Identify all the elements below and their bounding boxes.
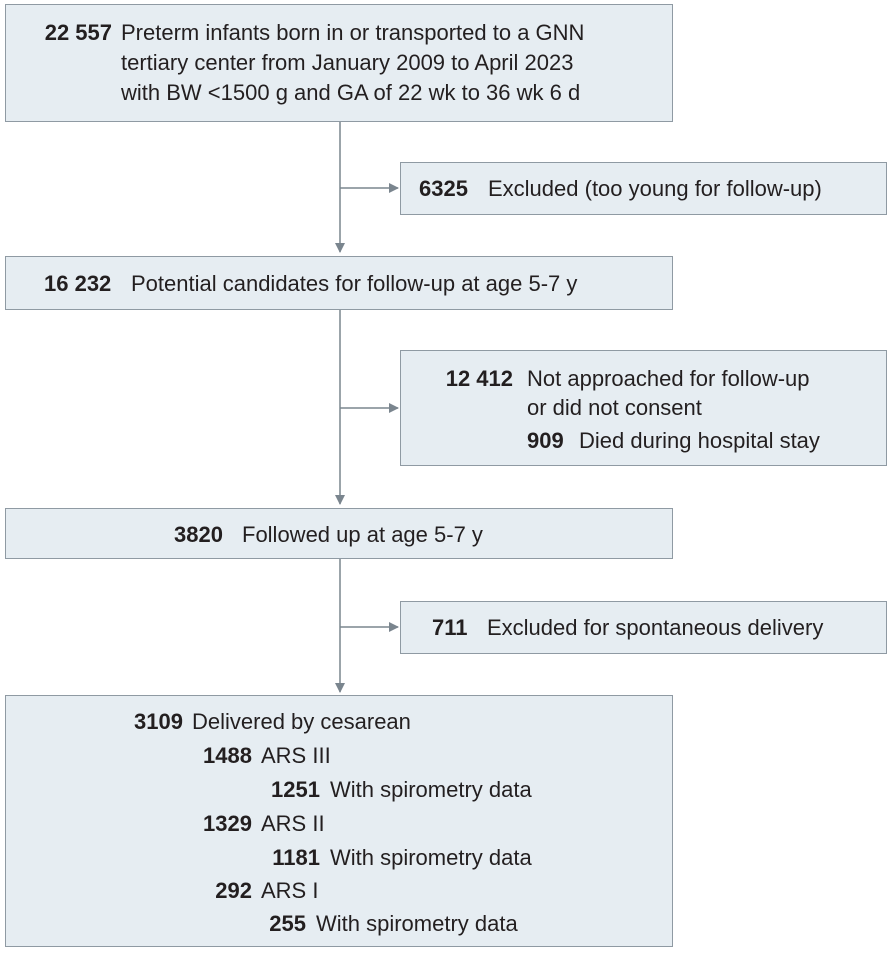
ars-i-spiro-label: With spirometry data bbox=[316, 911, 518, 936]
excluded-young-text: Excluded (too young for follow-up) bbox=[488, 176, 822, 201]
died-text: Died during hospital stay bbox=[579, 428, 820, 453]
ars-iii-spiro-count: 1251 bbox=[271, 777, 320, 802]
cohort-box: 22 557 Preterm infants born in or transp… bbox=[5, 4, 673, 122]
excluded-spontaneous-text: Excluded for spontaneous delivery bbox=[487, 615, 824, 640]
ars-iii-spiro-label: With spirometry data bbox=[330, 777, 532, 802]
ars-ii-count: 1329 bbox=[203, 811, 252, 836]
ars-iii-count: 1488 bbox=[203, 743, 252, 768]
ars-i-count: 292 bbox=[215, 878, 252, 903]
cohort-line-3: with BW <1500 g and GA of 22 wk to 36 wk… bbox=[121, 80, 581, 105]
excluded-young-box: 6325 Excluded (too young for follow-up) bbox=[400, 162, 887, 215]
ars-i-spiro-count: 255 bbox=[269, 911, 306, 936]
candidates-count: 16 232 bbox=[44, 271, 112, 296]
not-approached-line-2: or did not consent bbox=[527, 395, 702, 420]
cesarean-count: 3109 bbox=[134, 709, 183, 734]
cohort-line-1: Preterm infants born in or transported t… bbox=[121, 20, 585, 45]
cesarean-box: 3109 Delivered by cesarean 1488 ARS III … bbox=[5, 695, 673, 947]
ars-ii-spiro-label: With spirometry data bbox=[330, 845, 532, 870]
cesarean-text: Delivered by cesarean bbox=[192, 709, 411, 734]
candidates-box: 16 232 Potential candidates for follow-u… bbox=[5, 256, 673, 310]
followed-text: Followed up at age 5-7 y bbox=[242, 522, 483, 547]
ars-iii-label: ARS III bbox=[261, 743, 331, 768]
cohort-line-2: tertiary center from January 2009 to Apr… bbox=[121, 50, 574, 75]
followed-box: 3820 Followed up at age 5-7 y bbox=[5, 508, 673, 559]
not-approached-count: 12 412 bbox=[445, 366, 513, 391]
excluded-spontaneous-count: 711 bbox=[432, 615, 468, 640]
ars-ii-spiro-count: 1181 bbox=[272, 845, 320, 870]
excluded-young-count: 6325 bbox=[419, 176, 468, 201]
not-approached-line-1: Not approached for follow-up bbox=[527, 366, 810, 391]
followed-count: 3820 bbox=[174, 522, 223, 547]
ars-i-label: ARS I bbox=[261, 878, 319, 903]
ars-ii-label: ARS II bbox=[261, 811, 325, 836]
candidates-text: Potential candidates for follow-up at ag… bbox=[131, 271, 578, 296]
excluded-spontaneous-box: 711 Excluded for spontaneous delivery bbox=[400, 601, 887, 654]
cohort-count: 22 557 bbox=[44, 20, 112, 45]
not-followed-box: 12 412 Not approached for follow-up or d… bbox=[400, 350, 887, 466]
died-count: 909 bbox=[527, 428, 564, 453]
